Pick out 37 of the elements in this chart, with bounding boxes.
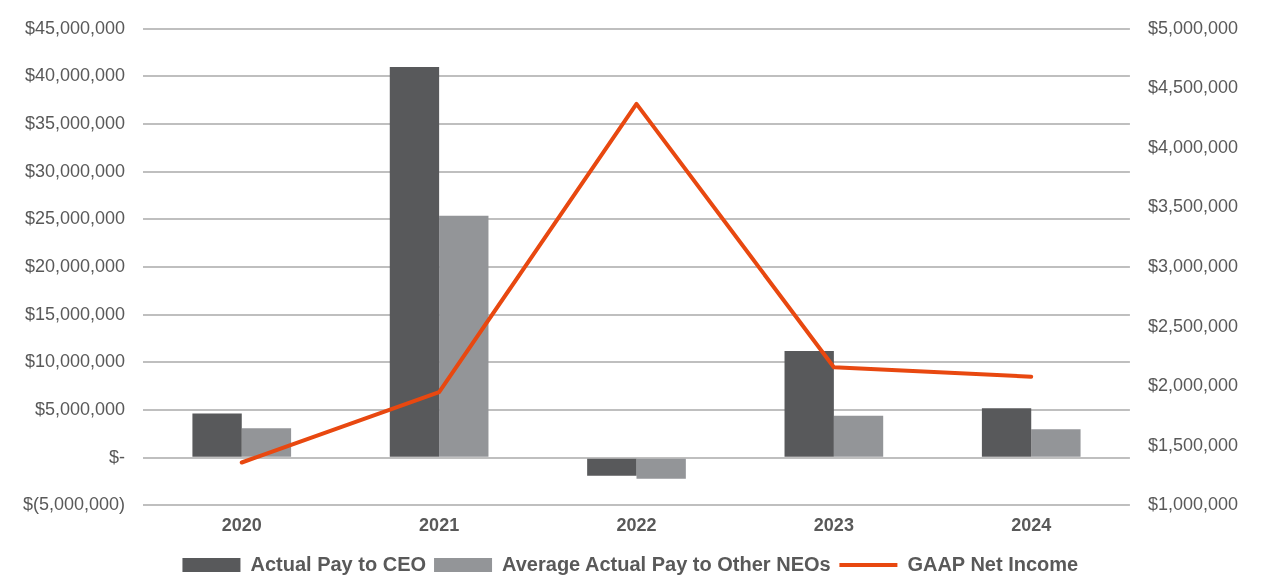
y2-tick-label: $1,000,000 [1147, 494, 1239, 515]
y2-tick-label: $1,500,000 [1147, 434, 1239, 455]
y2-tick-label: $3,000,000 [1147, 256, 1239, 277]
y-tick-label: $45,000,000 [24, 17, 126, 38]
y-tick-label: $15,000,000 [24, 303, 126, 324]
x-tick-label: 2020 [221, 515, 262, 536]
y-tick-label: $30,000,000 [24, 160, 126, 181]
bar [636, 458, 686, 479]
x-tick-label: 2024 [1011, 515, 1052, 536]
bar [389, 66, 440, 457]
y-tick-label: $(5,000,000) [23, 494, 126, 515]
y-tick-label: $- [109, 446, 126, 467]
y2-tick-label: $4,000,000 [1147, 136, 1239, 157]
legend-label: Average Actual Pay to Other NEOs [502, 552, 831, 575]
y2-tick-label: $2,500,000 [1147, 315, 1239, 336]
bar [981, 408, 1032, 457]
bar [192, 413, 242, 457]
y2-tick-label: $5,000,000 [1147, 17, 1239, 38]
bar [833, 415, 884, 457]
legend-label: Actual Pay to CEO [250, 552, 427, 575]
x-tick-label: 2023 [813, 515, 854, 536]
x-tick-label: 2022 [616, 515, 657, 536]
y-tick-label: $5,000,000 [34, 399, 126, 420]
bar [439, 215, 489, 457]
bar [784, 350, 834, 457]
x-tick-label: 2021 [419, 515, 460, 536]
y2-tick-label: $4,500,000 [1147, 77, 1239, 98]
y-tick-label: $10,000,000 [24, 351, 126, 372]
y-tick-label: $20,000,000 [24, 256, 126, 277]
y2-tick-label: $2,000,000 [1147, 375, 1239, 396]
y-tick-label: $35,000,000 [24, 113, 126, 134]
bar [587, 458, 637, 476]
y-tick-label: $25,000,000 [24, 208, 126, 229]
bar [1031, 429, 1081, 457]
y-tick-label: $40,000,000 [24, 65, 126, 86]
legend-label: GAAP Net Income [907, 552, 1079, 575]
y2-tick-label: $3,500,000 [1147, 196, 1239, 217]
